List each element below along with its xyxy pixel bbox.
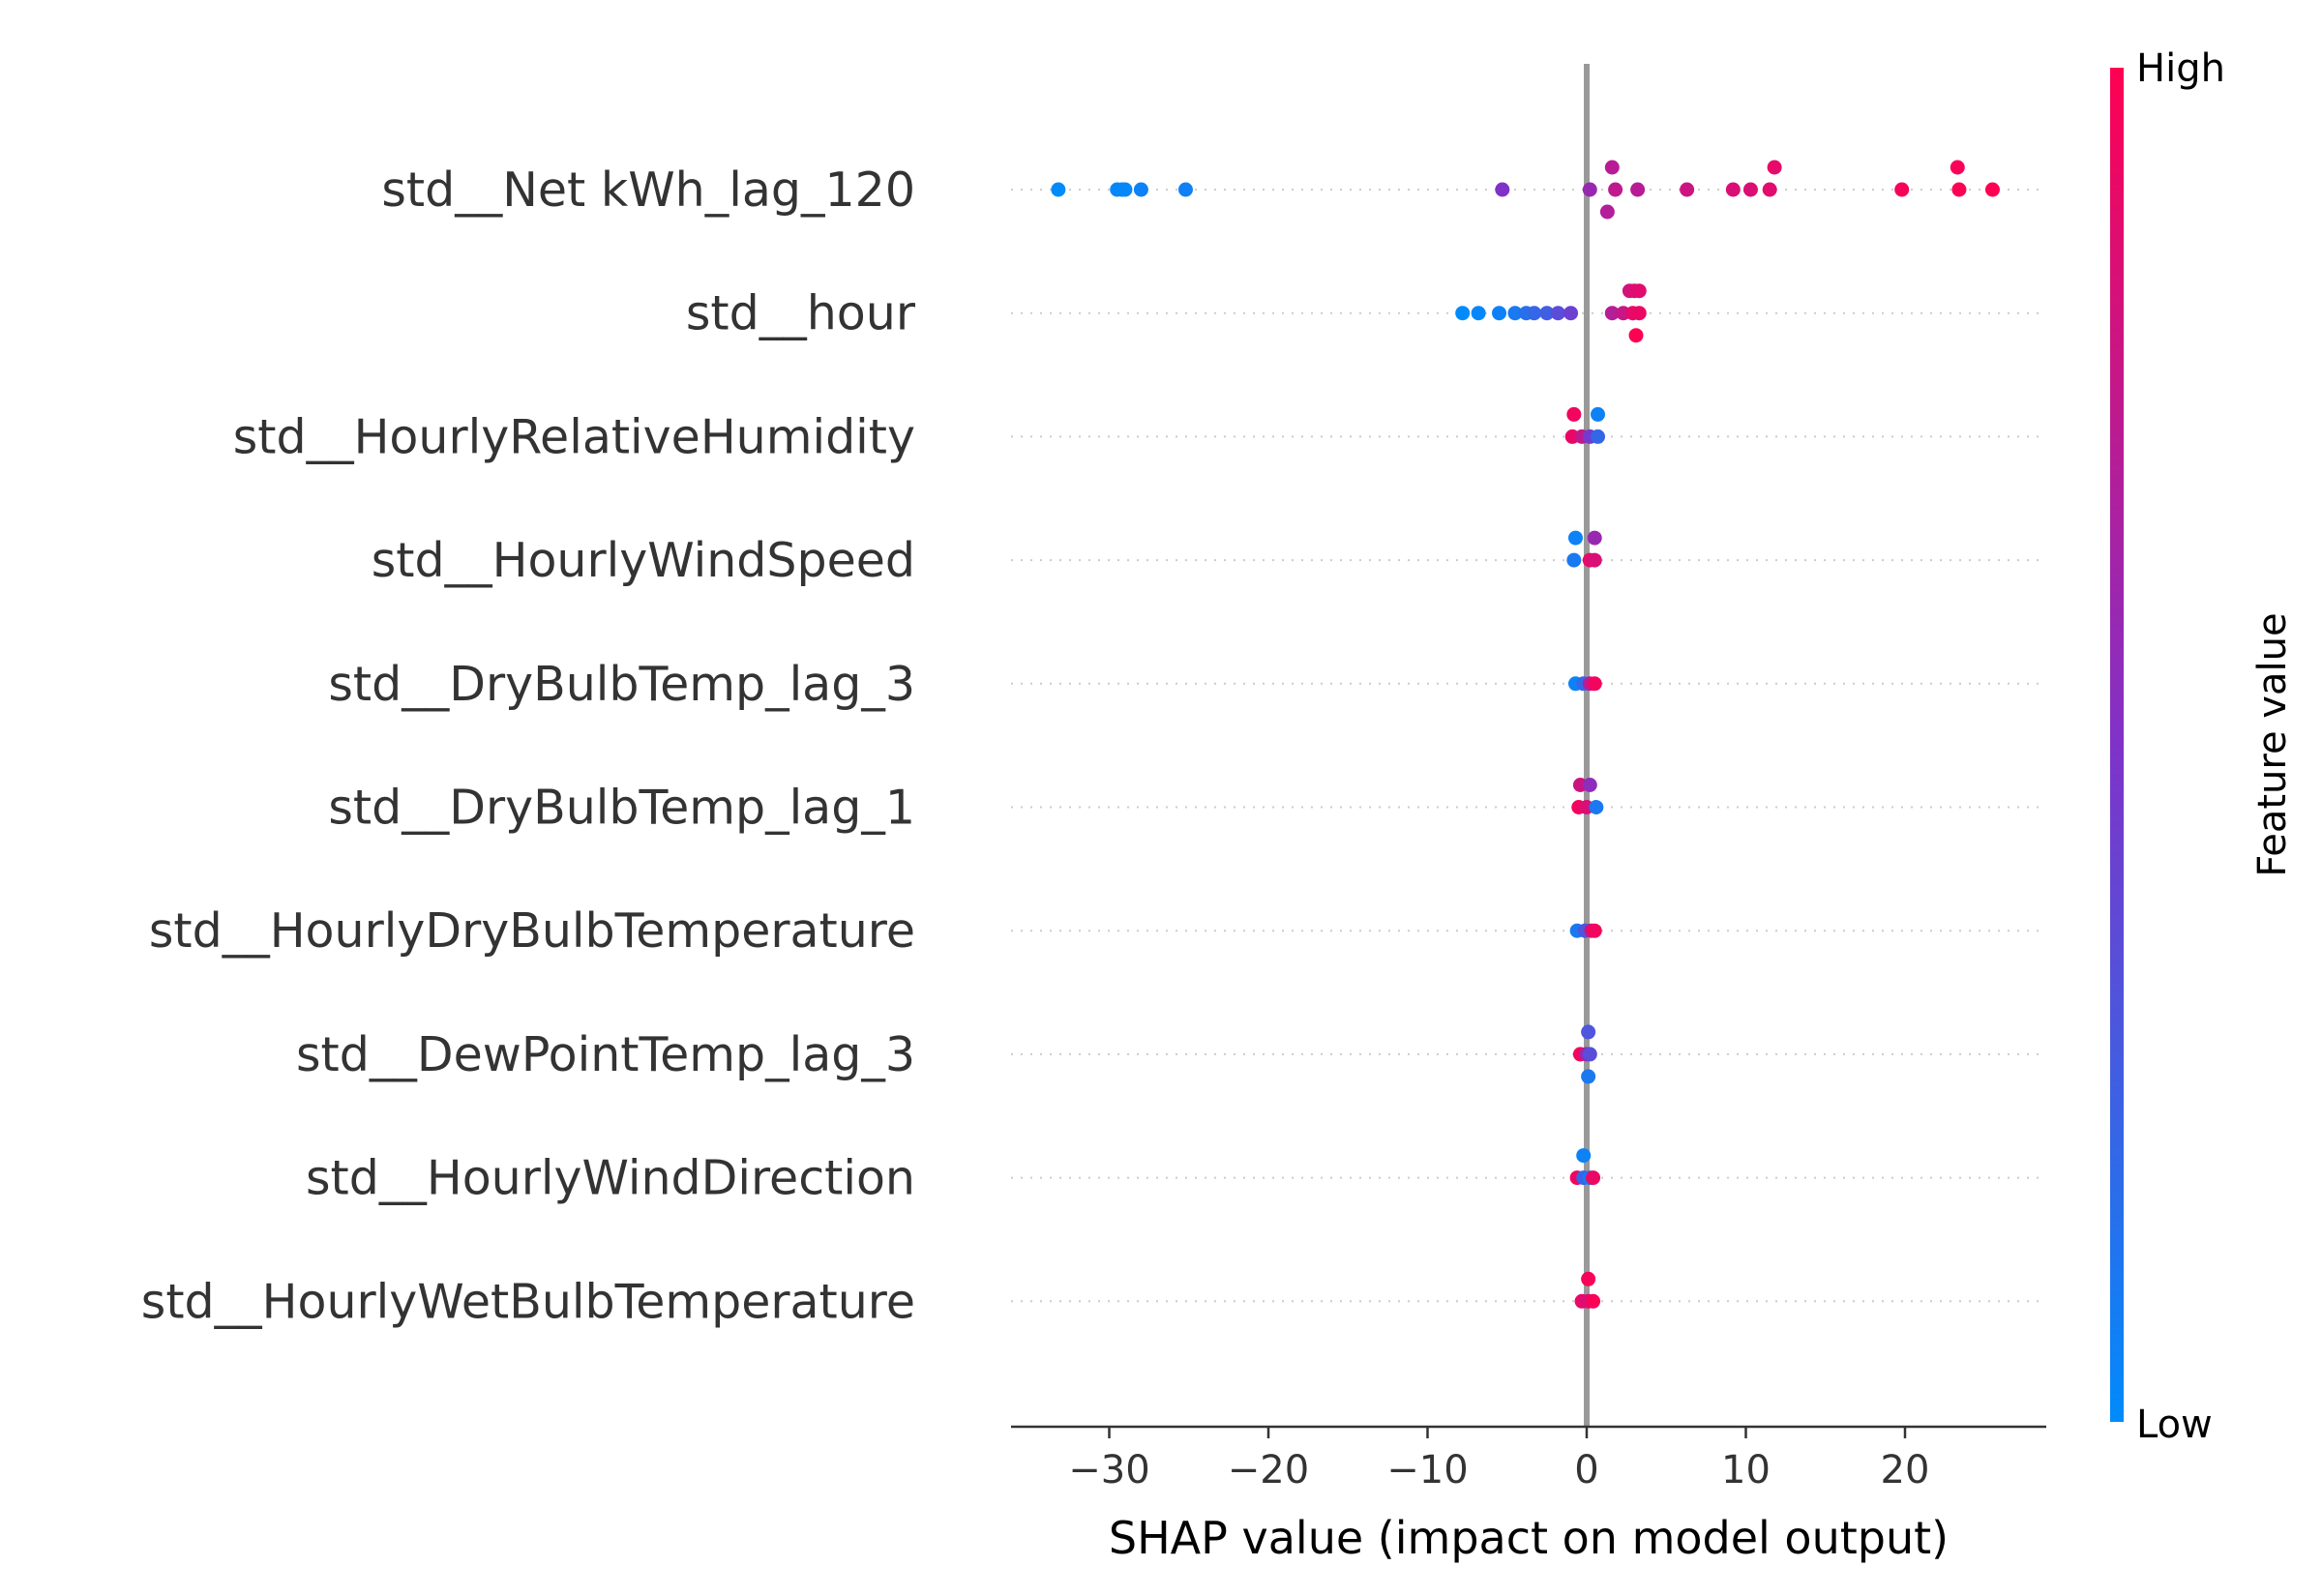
shap-point — [1604, 306, 1620, 321]
shap-point — [1177, 182, 1193, 197]
colorbar-low-label: Low — [2136, 1403, 2213, 1447]
shap-point — [1767, 160, 1782, 175]
shap-point — [1587, 923, 1602, 938]
colorbar: High Low Feature value — [2110, 46, 2295, 1447]
shap-point — [1582, 1047, 1597, 1062]
feature-rows: std__Net kWh_lag_120 std__hour std__Hourly… — [141, 163, 2046, 1329]
shap-point — [1608, 182, 1623, 197]
shap-point — [1051, 182, 1066, 197]
x-tick-label: −20 — [1228, 1448, 1309, 1493]
shap-point — [1471, 306, 1486, 321]
shap-point — [1599, 204, 1615, 220]
shap-point — [1492, 306, 1507, 321]
shap-point — [1680, 182, 1695, 197]
feature-label: std__HourlyWetBulbTemperature — [141, 1274, 915, 1329]
shap-point — [1563, 306, 1579, 321]
shap-point — [1951, 182, 1967, 197]
shap-point — [1587, 530, 1602, 546]
shap-point — [1566, 406, 1582, 422]
feature-label: std__DryBulbTemp_lag_3 — [328, 657, 915, 712]
shap-point — [1984, 182, 2000, 197]
shap-point — [1550, 306, 1565, 321]
shap-point — [1894, 182, 1910, 197]
shap-point — [1582, 778, 1597, 792]
x-tick-label: −30 — [1068, 1448, 1149, 1493]
colorbar-gradient — [2110, 68, 2124, 1422]
shap-point — [1630, 182, 1646, 197]
shap-point — [1582, 182, 1597, 197]
feature-label: std__HourlyDryBulbTemperature — [149, 903, 915, 959]
shap-point — [1527, 306, 1542, 321]
feature-label: std__Net kWh_lag_120 — [381, 163, 915, 218]
shap-points — [1051, 160, 2000, 1309]
feature-label: std__HourlyWindSpeed — [372, 533, 915, 588]
shap-point — [1591, 429, 1606, 444]
shap-point — [1604, 160, 1620, 175]
shap-point — [1725, 182, 1741, 197]
shap-point — [1566, 552, 1582, 568]
x-tick-label: 10 — [1721, 1448, 1771, 1493]
colorbar-title: Feature value — [2250, 612, 2295, 876]
x-axis-title: SHAP value (impact on model output) — [1109, 1512, 1949, 1564]
shap-point — [1587, 676, 1602, 692]
feature-label: std__DryBulbTemp_lag_1 — [328, 781, 915, 836]
shap-point — [1507, 306, 1523, 321]
feature-label: std__DewPointTemp_lag_3 — [296, 1027, 915, 1082]
shap-point — [1628, 328, 1644, 343]
shap-point — [1742, 182, 1758, 197]
shap-point — [1586, 1170, 1601, 1186]
shap-point — [1133, 182, 1148, 197]
shap-point — [1581, 1271, 1596, 1286]
shap-point — [1117, 182, 1133, 197]
shap-point — [1762, 182, 1777, 197]
shap-point — [1631, 283, 1647, 299]
shap-point — [1455, 306, 1471, 321]
shap-point — [1576, 1148, 1592, 1164]
shap-point — [1586, 1293, 1601, 1309]
x-tick-label: 20 — [1881, 1448, 1930, 1493]
shap-point — [1567, 530, 1583, 546]
feature-label: std__HourlyRelativeHumidity — [233, 409, 915, 464]
shap-point — [1950, 160, 1965, 175]
shap-point — [1589, 800, 1604, 814]
shap-point — [1539, 306, 1555, 321]
shap-point — [1591, 406, 1606, 422]
feature-label: std__HourlyWindDirection — [306, 1151, 915, 1206]
shap-point — [1495, 182, 1510, 197]
shap-point — [1581, 1024, 1596, 1040]
shap-point — [1581, 1069, 1596, 1084]
feature-label: std__hour — [686, 286, 916, 341]
shap-point — [1631, 306, 1647, 321]
colorbar-high-label: High — [2136, 46, 2225, 91]
shap-point — [1587, 552, 1602, 568]
x-axis: −30 −20 −10 0 10 20 — [1011, 1425, 2046, 1493]
x-tick-label: −10 — [1386, 1448, 1468, 1493]
x-tick-label: 0 — [1574, 1448, 1598, 1493]
